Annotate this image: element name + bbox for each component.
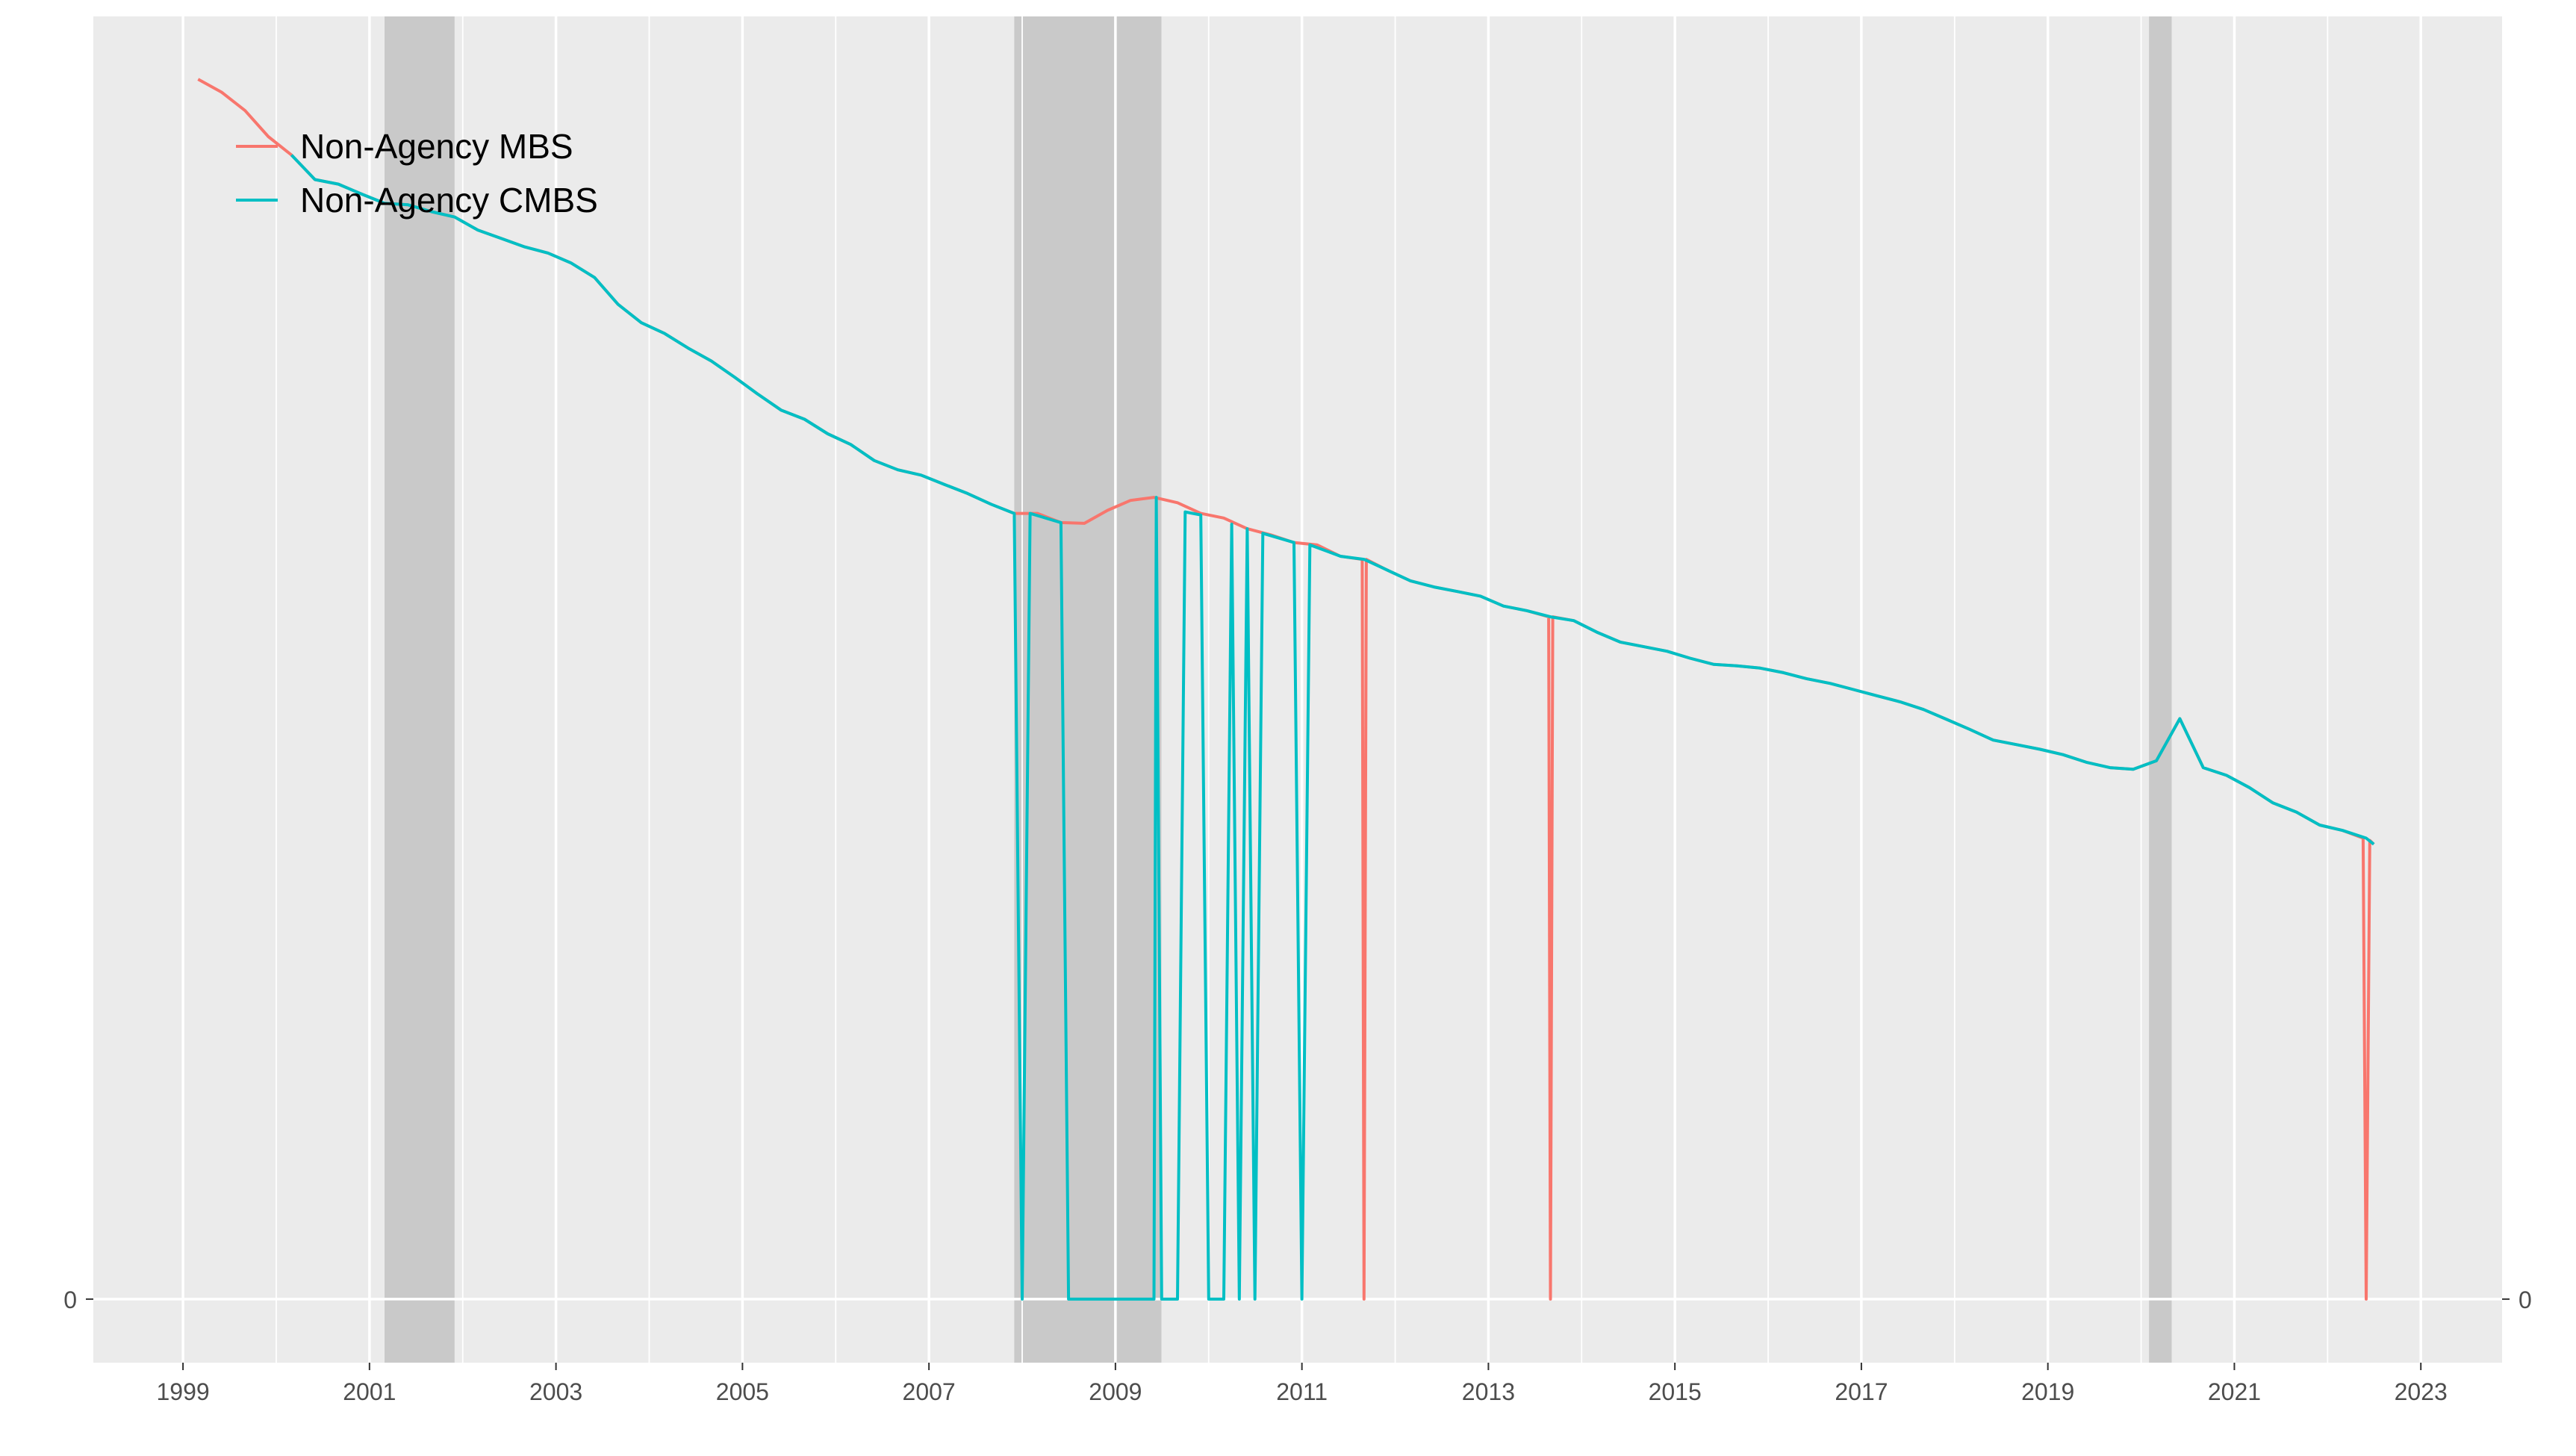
legend-label-non-agency-mbs: Non-Agency MBS <box>300 127 573 166</box>
x-tick-label-2011: 2011 <box>1276 1378 1328 1405</box>
plot-background <box>93 16 2502 1363</box>
x-tick-label-2003: 2003 <box>529 1378 582 1405</box>
x-tick-label-2019: 2019 <box>2021 1378 2074 1405</box>
x-tick-label-1999: 1999 <box>156 1378 209 1405</box>
x-tick-label-2013: 2013 <box>1462 1378 1515 1405</box>
recession-band-2 <box>1014 16 1162 1363</box>
x-tick-label-2021: 2021 <box>2208 1378 2261 1405</box>
grid <box>93 16 2502 1363</box>
x-tick-label-2023: 2023 <box>2395 1378 2448 1405</box>
x-tick-label-2005: 2005 <box>716 1378 769 1405</box>
series-line-non-agency-cmbs <box>290 154 2375 1301</box>
x-tick-label-2017: 2017 <box>1835 1378 1888 1405</box>
y-tick-label-right-0: 0 <box>2519 1287 2532 1313</box>
legend: Non-Agency MBS Non-Agency CMBS <box>236 127 598 220</box>
axes: 1999 2001 2003 2005 2007 2009 2011 2013 2015 2017… <box>63 1287 2532 1405</box>
x-tick-label-2015: 2015 <box>1649 1378 1702 1405</box>
x-tick-label-2009: 2009 <box>1089 1378 1142 1405</box>
recession-shading <box>385 16 2172 1363</box>
legend-label-non-agency-cmbs: Non-Agency CMBS <box>300 181 598 220</box>
series-lines <box>197 78 2375 1301</box>
recession-band-1 <box>385 16 455 1363</box>
y-tick-label-left-0: 0 <box>63 1287 77 1313</box>
x-tick-label-2001: 2001 <box>343 1378 396 1405</box>
x-tick-label-2007: 2007 <box>903 1378 956 1405</box>
recession-band-3 <box>2149 16 2172 1363</box>
